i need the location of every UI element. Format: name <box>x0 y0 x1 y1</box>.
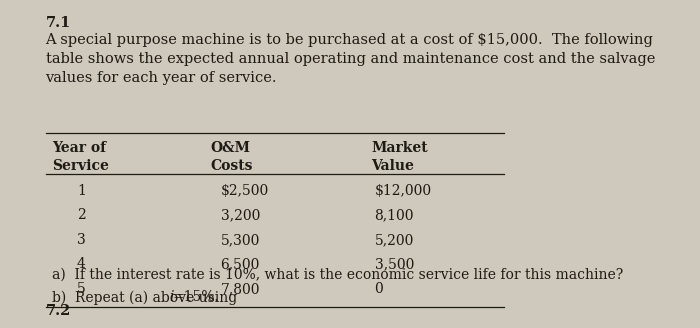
Text: 5,200: 5,200 <box>374 233 414 247</box>
Text: 2: 2 <box>77 208 85 222</box>
Text: 1: 1 <box>77 184 86 198</box>
Text: Year of: Year of <box>52 141 106 155</box>
Text: 3,200: 3,200 <box>220 208 260 222</box>
Text: i: i <box>169 290 174 304</box>
Text: 5: 5 <box>77 282 85 296</box>
Text: $2,500: $2,500 <box>220 184 269 198</box>
Text: Value: Value <box>371 159 414 173</box>
Text: 4: 4 <box>77 257 86 272</box>
Text: =15%.: =15%. <box>173 290 219 304</box>
Text: $12,000: $12,000 <box>374 184 432 198</box>
Text: Costs: Costs <box>210 159 253 173</box>
Text: O&M: O&M <box>210 141 250 155</box>
Text: 7.2: 7.2 <box>46 304 71 318</box>
Text: A special purpose machine is to be purchased at a cost of $15,000.  The followin: A special purpose machine is to be purch… <box>46 33 655 85</box>
Text: Market: Market <box>371 141 428 155</box>
Text: a)  If the interest rate is 10%, what is the economic service life for this mach: a) If the interest rate is 10%, what is … <box>52 267 624 281</box>
Text: b)  Repeat (a) above using: b) Repeat (a) above using <box>52 290 242 305</box>
Text: 3,500: 3,500 <box>374 257 414 272</box>
Text: 8,100: 8,100 <box>374 208 414 222</box>
Text: 7,800: 7,800 <box>220 282 260 296</box>
Text: 7.1: 7.1 <box>46 16 71 31</box>
Text: 5,300: 5,300 <box>220 233 260 247</box>
Text: 3: 3 <box>77 233 85 247</box>
Text: 6,500: 6,500 <box>220 257 260 272</box>
Text: Service: Service <box>52 159 109 173</box>
Text: 0: 0 <box>374 282 384 296</box>
